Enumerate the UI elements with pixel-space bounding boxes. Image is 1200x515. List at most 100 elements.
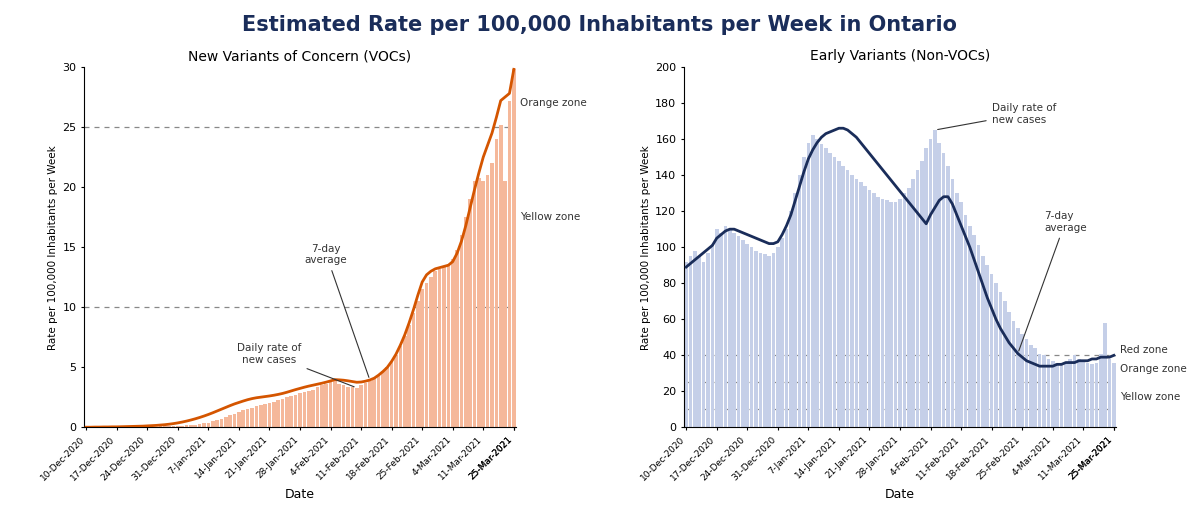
Bar — [337, 384, 341, 427]
Bar — [1103, 323, 1106, 427]
Bar — [512, 70, 516, 427]
Bar — [694, 251, 697, 427]
Bar — [868, 190, 871, 427]
Y-axis label: Rate per 100,000 Inhabitants per Week: Rate per 100,000 Inhabitants per Week — [641, 145, 652, 350]
Bar — [364, 383, 367, 427]
Bar — [894, 202, 898, 427]
Bar — [790, 211, 793, 427]
Bar — [316, 387, 319, 427]
Bar — [772, 252, 775, 427]
Bar — [841, 166, 845, 427]
Bar — [1112, 363, 1116, 427]
Bar — [206, 423, 210, 427]
Bar — [307, 391, 311, 427]
Bar — [881, 199, 884, 427]
Bar — [468, 199, 472, 427]
Bar — [289, 396, 293, 427]
Bar — [964, 215, 967, 427]
Bar — [154, 426, 158, 427]
Bar — [886, 200, 889, 427]
Bar — [728, 229, 732, 427]
Title: Early Variants (Non-VOCs): Early Variants (Non-VOCs) — [810, 49, 990, 63]
Bar — [1016, 329, 1020, 427]
Bar — [377, 374, 380, 427]
Bar — [478, 178, 481, 427]
Bar — [846, 170, 850, 427]
Bar — [254, 406, 258, 427]
Bar — [198, 424, 202, 427]
Bar — [1038, 353, 1042, 427]
Bar — [1051, 360, 1055, 427]
Bar — [193, 425, 197, 427]
Bar — [228, 416, 232, 427]
Bar — [955, 193, 959, 427]
Bar — [346, 387, 350, 427]
Bar — [946, 166, 950, 427]
Bar — [706, 252, 710, 427]
Bar — [724, 226, 727, 427]
Bar — [394, 355, 398, 427]
Bar — [1033, 348, 1037, 427]
Bar — [1108, 359, 1111, 427]
Bar — [972, 235, 976, 427]
Bar — [702, 262, 706, 427]
Bar — [499, 125, 503, 427]
Bar — [359, 385, 362, 427]
Bar — [1030, 345, 1033, 427]
Bar — [490, 163, 494, 427]
Bar — [985, 265, 989, 427]
Text: 7-day
average: 7-day average — [1019, 211, 1087, 351]
Bar — [455, 250, 458, 427]
Bar — [1090, 365, 1094, 427]
Text: Daily rate of
new cases: Daily rate of new cases — [238, 344, 354, 387]
Bar — [924, 148, 928, 427]
Bar — [929, 139, 932, 427]
Bar — [902, 193, 906, 427]
Bar — [990, 274, 994, 427]
Bar — [464, 217, 468, 427]
Text: Orange zone: Orange zone — [1121, 364, 1187, 374]
Bar — [416, 301, 420, 427]
Bar — [1078, 359, 1081, 427]
Title: New Variants of Concern (VOCs): New Variants of Concern (VOCs) — [188, 49, 412, 63]
Bar — [850, 175, 854, 427]
Text: 7-day
average: 7-day average — [305, 244, 368, 377]
Bar — [950, 179, 954, 427]
Bar — [281, 399, 284, 427]
Bar — [763, 254, 767, 427]
Text: Yellow zone: Yellow zone — [1121, 392, 1181, 402]
Bar — [1042, 355, 1046, 427]
Bar — [238, 412, 241, 427]
Bar — [390, 362, 394, 427]
Bar — [732, 233, 736, 427]
Bar — [241, 410, 245, 427]
Bar — [745, 244, 749, 427]
Bar — [446, 264, 450, 427]
X-axis label: Date: Date — [286, 488, 314, 501]
Bar — [172, 426, 175, 427]
Bar — [1046, 359, 1050, 427]
Bar — [916, 170, 919, 427]
Bar — [838, 161, 841, 427]
Bar — [176, 426, 180, 427]
Bar — [715, 229, 719, 427]
Text: Daily rate of
new cases: Daily rate of new cases — [937, 103, 1056, 130]
Bar — [872, 193, 876, 427]
Bar — [438, 269, 442, 427]
Bar — [889, 202, 893, 427]
Bar — [758, 252, 762, 427]
Bar — [342, 385, 346, 427]
Bar — [719, 233, 722, 427]
Bar — [294, 395, 298, 427]
Bar — [334, 380, 337, 427]
Bar — [246, 409, 250, 427]
Bar — [806, 143, 810, 427]
Bar — [158, 426, 162, 427]
Bar — [1003, 301, 1007, 427]
Bar — [1020, 334, 1024, 427]
Bar — [372, 378, 376, 427]
Bar — [420, 289, 424, 427]
Bar — [1060, 365, 1063, 427]
Bar — [1073, 355, 1076, 427]
Bar — [1099, 353, 1103, 427]
